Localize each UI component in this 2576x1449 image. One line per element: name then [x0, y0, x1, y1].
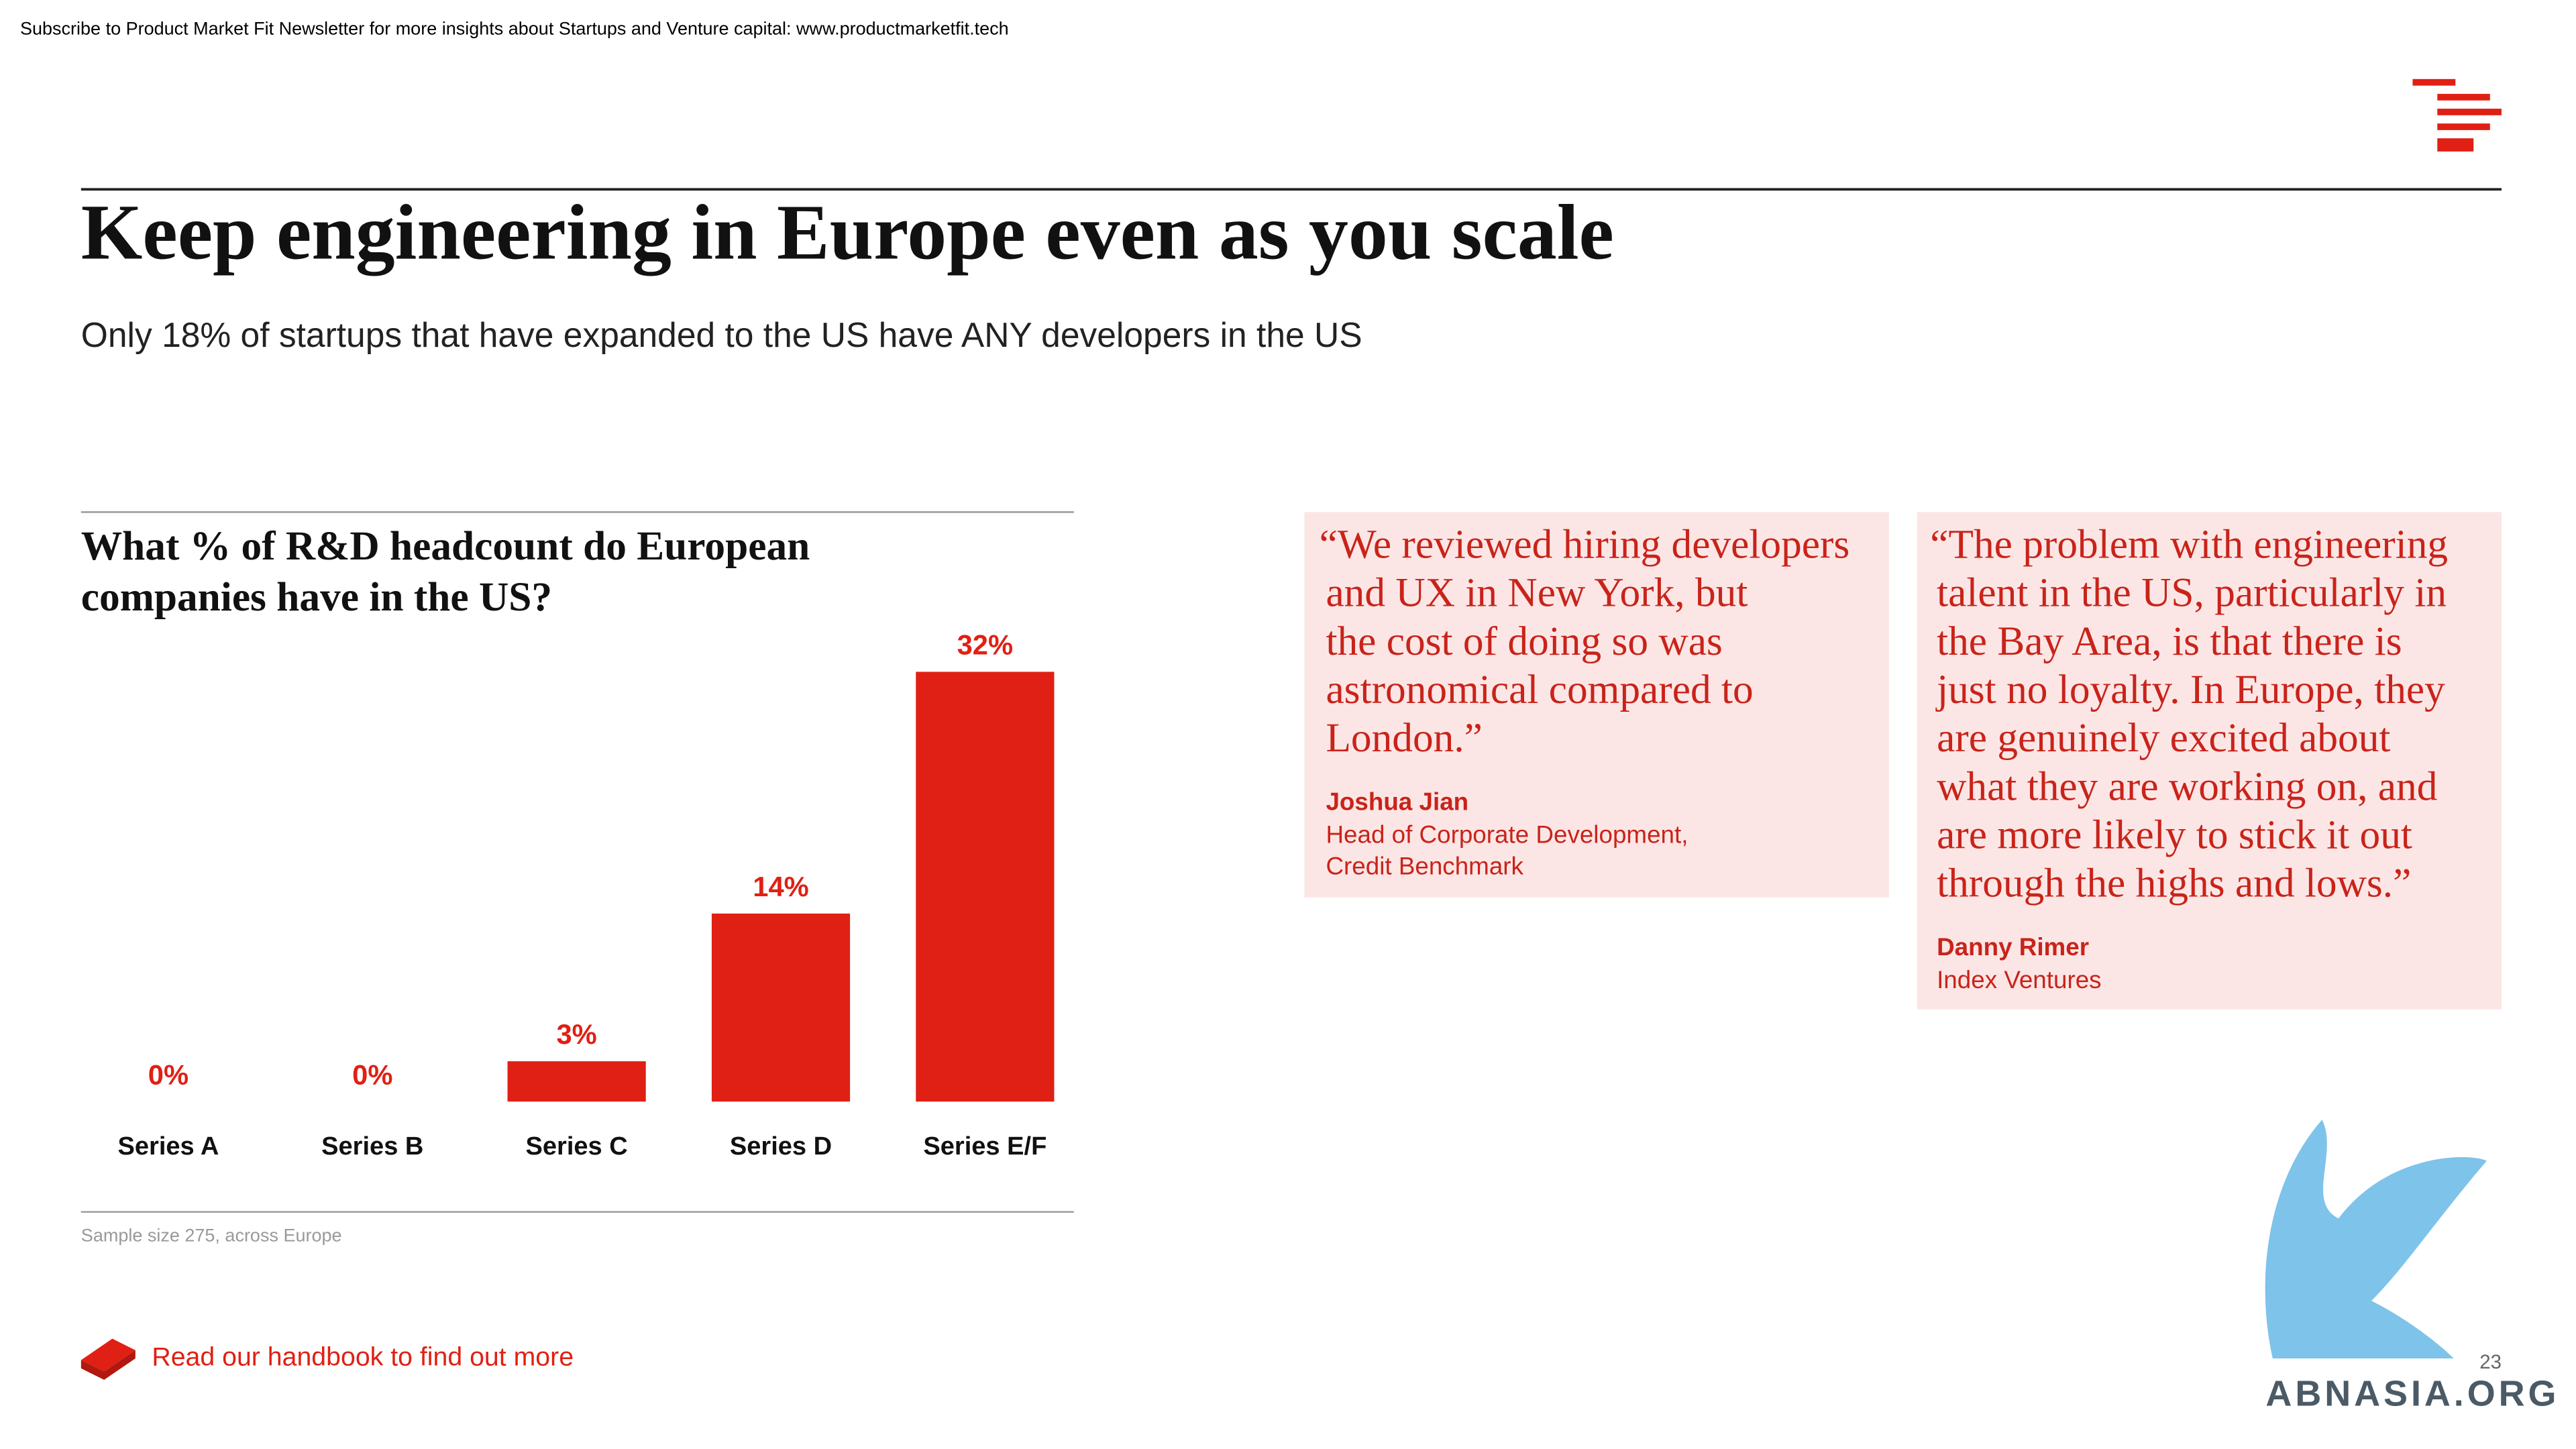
quote-line: are more likely to stick it out [1937, 812, 2412, 857]
quote-line: what they are working on, and [1937, 763, 2437, 809]
quote-line: through the highs and lows.” [1937, 861, 2411, 906]
x-tick-label: Series B [321, 1132, 423, 1161]
x-tick-label: Series E/F [923, 1132, 1046, 1161]
value-label: 14% [753, 871, 809, 902]
title: Keep engineering in Europe even as you s… [81, 189, 1614, 276]
quote-line: the Bay Area, is that there is [1937, 619, 2402, 664]
book-icon[interactable] [80, 1338, 136, 1380]
bar [916, 672, 1055, 1102]
chart-note: Sample size 275, across Europe [81, 1225, 342, 1245]
quote-line: “We reviewed hiring developers [1320, 521, 1850, 567]
quote-line: astronomical compared to [1326, 667, 1753, 712]
chart-title: What % of R&D headcount do European [81, 523, 810, 569]
quote-line: London.” [1326, 715, 1482, 761]
subtitle: Only 18% of startups that have expanded … [81, 315, 1362, 354]
value-label: 0% [352, 1059, 392, 1090]
quote-name: Danny Rimer [1937, 933, 2089, 961]
logo [2412, 78, 2502, 152]
quote-line: and UX in New York, but [1326, 570, 1748, 616]
quote-role: Index Ventures [1937, 966, 2102, 994]
quote-line: talent in the US, particularly in [1937, 570, 2447, 616]
handbook-link[interactable]: Read our handbook to find out more [152, 1342, 574, 1371]
x-tick-label: Series A [118, 1132, 219, 1161]
quote-name: Joshua Jian [1326, 788, 1468, 816]
value-label: 3% [556, 1018, 596, 1050]
value-label: 32% [957, 629, 1013, 661]
bar [711, 913, 851, 1102]
x-tick-label: Series C [526, 1132, 628, 1161]
watermark: ABNASIA.ORG [2265, 1374, 2559, 1414]
quote-line: “The problem with engineering [1930, 521, 2448, 567]
quote-line: are genuinely excited about [1937, 715, 2390, 761]
quote-role: Head of Corporate Development, [1326, 821, 1688, 849]
quote-line: the cost of doing so was [1326, 619, 1722, 664]
quote-line: just no loyalty. In Europe, they [1935, 667, 2445, 712]
bar [507, 1061, 646, 1102]
quote-box [1917, 512, 2502, 1010]
value-label: 0% [148, 1059, 189, 1090]
page-number: 23 [2479, 1351, 2502, 1373]
banner: Subscribe to Product Market Fit Newslett… [20, 18, 1009, 38]
chart-title: companies have in the US? [81, 574, 552, 620]
quote-role: Credit Benchmark [1326, 852, 1523, 879]
watermark-logo [2265, 1120, 2487, 1358]
x-tick-label: Series D [730, 1132, 832, 1161]
quote-box [1304, 512, 1889, 898]
